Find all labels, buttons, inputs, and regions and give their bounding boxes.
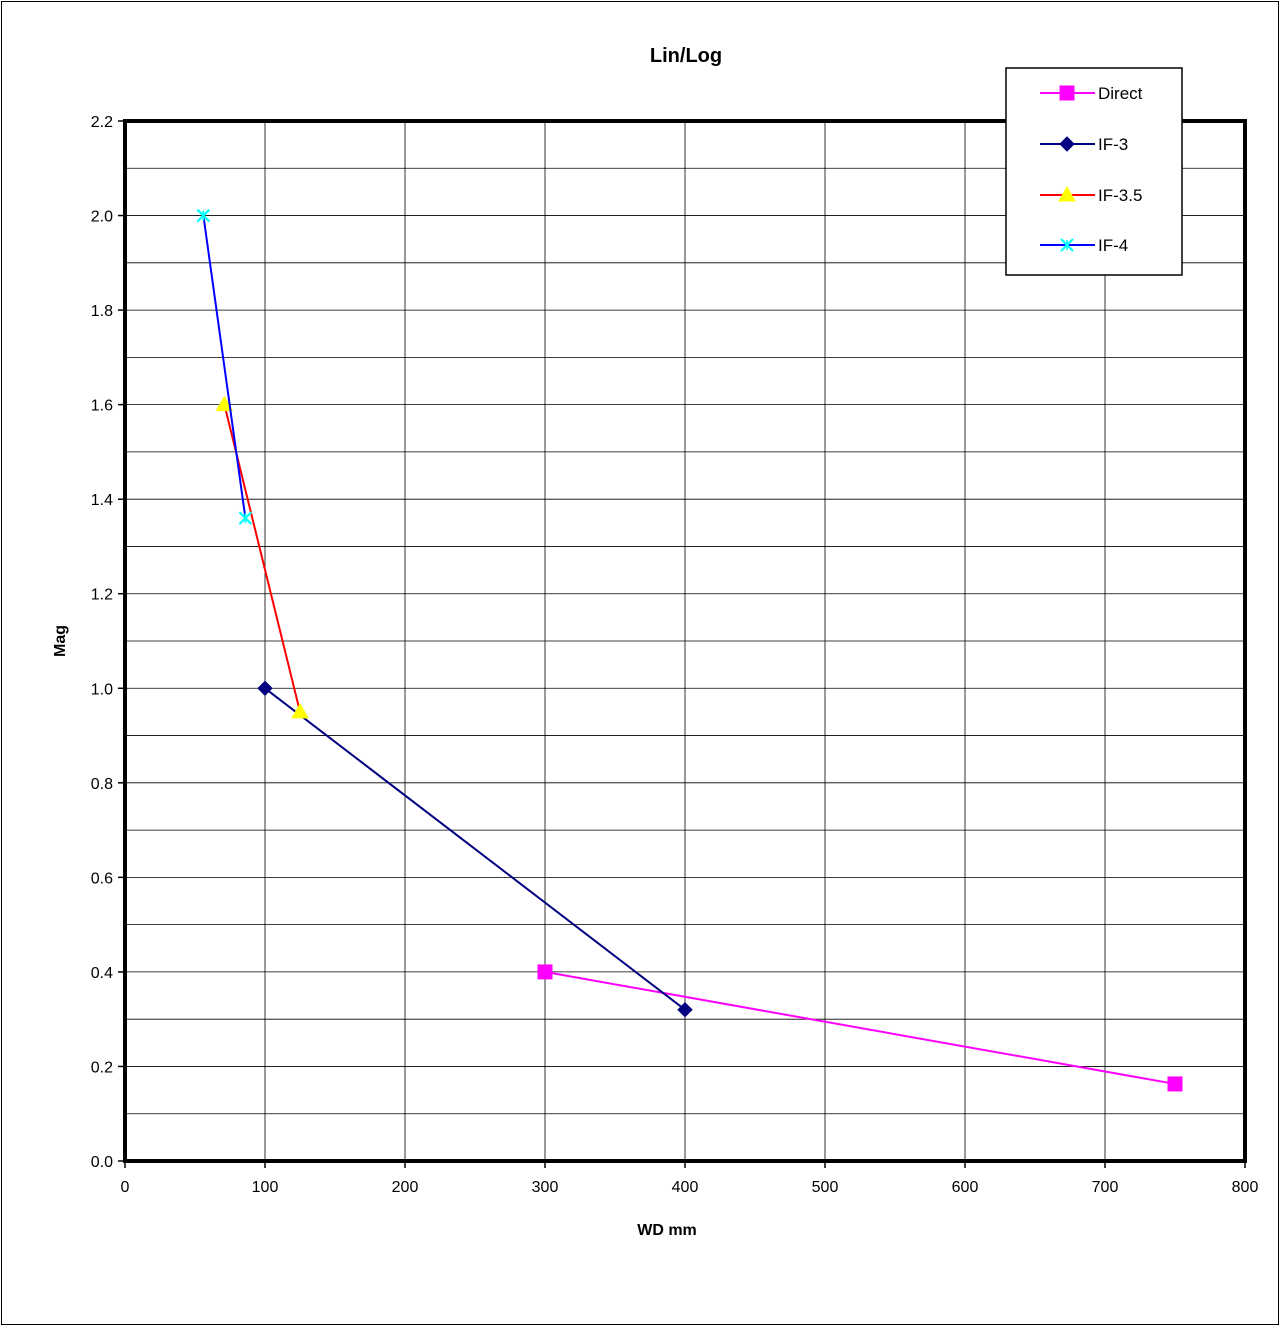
legend-item-direct-marker xyxy=(1059,85,1075,101)
series-if-3-5-marker xyxy=(215,395,234,412)
x-tick-label: 500 xyxy=(812,1179,839,1196)
x-tick-label: 700 xyxy=(1092,1179,1119,1196)
x-tick-label: 600 xyxy=(952,1179,979,1196)
x-axis-title: WD mm xyxy=(637,1222,697,1239)
series-direct-marker xyxy=(1167,1076,1183,1092)
y-axis-title: Mag xyxy=(52,625,69,657)
y-tick-label: 0.8 xyxy=(91,776,113,793)
x-tick-label: 0 xyxy=(121,1179,130,1196)
legend-item-if-3-label: IF-3 xyxy=(1098,135,1128,154)
x-tick-label: 100 xyxy=(252,1179,279,1196)
y-tick-label: 1.8 xyxy=(91,303,113,320)
series-if-3-5-marker xyxy=(291,702,309,719)
series-if-3-5 xyxy=(215,395,309,719)
series-direct xyxy=(537,964,1183,1092)
legend-item-if-4-label: IF-4 xyxy=(1098,236,1128,255)
y-tick-label: 0.6 xyxy=(91,870,113,887)
x-tick-label: 200 xyxy=(392,1179,419,1196)
series-if-4 xyxy=(196,208,253,525)
series-layer xyxy=(196,208,1183,1092)
y-tick-label: 1.2 xyxy=(91,587,113,604)
y-tick-label: 1.0 xyxy=(91,681,113,698)
series-if-3-line xyxy=(264,687,686,1011)
legend-item-direct: Direct xyxy=(1040,84,1143,103)
series-direct-line xyxy=(544,970,1176,1085)
legend-item-if-3-5: IF-3.5 xyxy=(1040,185,1142,205)
series-direct-marker xyxy=(537,964,553,980)
legend-item-if-3-marker xyxy=(1059,136,1075,152)
chart-title: Lin/Log xyxy=(650,45,722,67)
legend-item-if-3-5-label: IF-3.5 xyxy=(1098,186,1142,205)
legend-item-direct-label: Direct xyxy=(1098,84,1143,103)
y-tick-label: 0.4 xyxy=(91,965,113,982)
y-tick-labels: 0.0 0.2 0.4 0.6 0.8 1.0 1.2 1.4 1.6 1.8 2.0 2.2 xyxy=(91,114,125,1171)
series-if-3-marker xyxy=(257,680,273,696)
x-tick-labels: 0 100 200 300 400 500 600 700 800 xyxy=(121,1161,1259,1196)
legend-item-if-4: IF-4 xyxy=(1040,236,1128,255)
y-tick-label: 1.4 xyxy=(91,492,113,509)
y-tick-label: 1.6 xyxy=(91,398,113,415)
y-tick-label: 0.0 xyxy=(91,1154,113,1171)
y-tick-label: 2.0 xyxy=(91,209,113,226)
legend-item-if-4-marker xyxy=(1060,238,1074,252)
legend-box xyxy=(1005,67,1183,276)
series-if-4-marker xyxy=(238,511,253,525)
y-tick-label: 0.2 xyxy=(91,1059,113,1076)
y-tick-label: 2.2 xyxy=(91,114,113,131)
x-tick-label: 400 xyxy=(672,1179,699,1196)
legend: Direct IF-3 IF-3.5 IF-4 xyxy=(1005,67,1183,276)
legend-item-if-3-5-marker xyxy=(1058,185,1076,202)
series-if-3 xyxy=(257,680,693,1018)
series-if-3-marker xyxy=(677,1002,693,1018)
series-if-4-marker xyxy=(196,208,211,223)
x-tick-label: 800 xyxy=(1232,1179,1259,1196)
x-tick-label: 300 xyxy=(532,1179,559,1196)
series-if-4-line xyxy=(202,215,247,519)
legend-item-if-3: IF-3 xyxy=(1040,135,1128,154)
